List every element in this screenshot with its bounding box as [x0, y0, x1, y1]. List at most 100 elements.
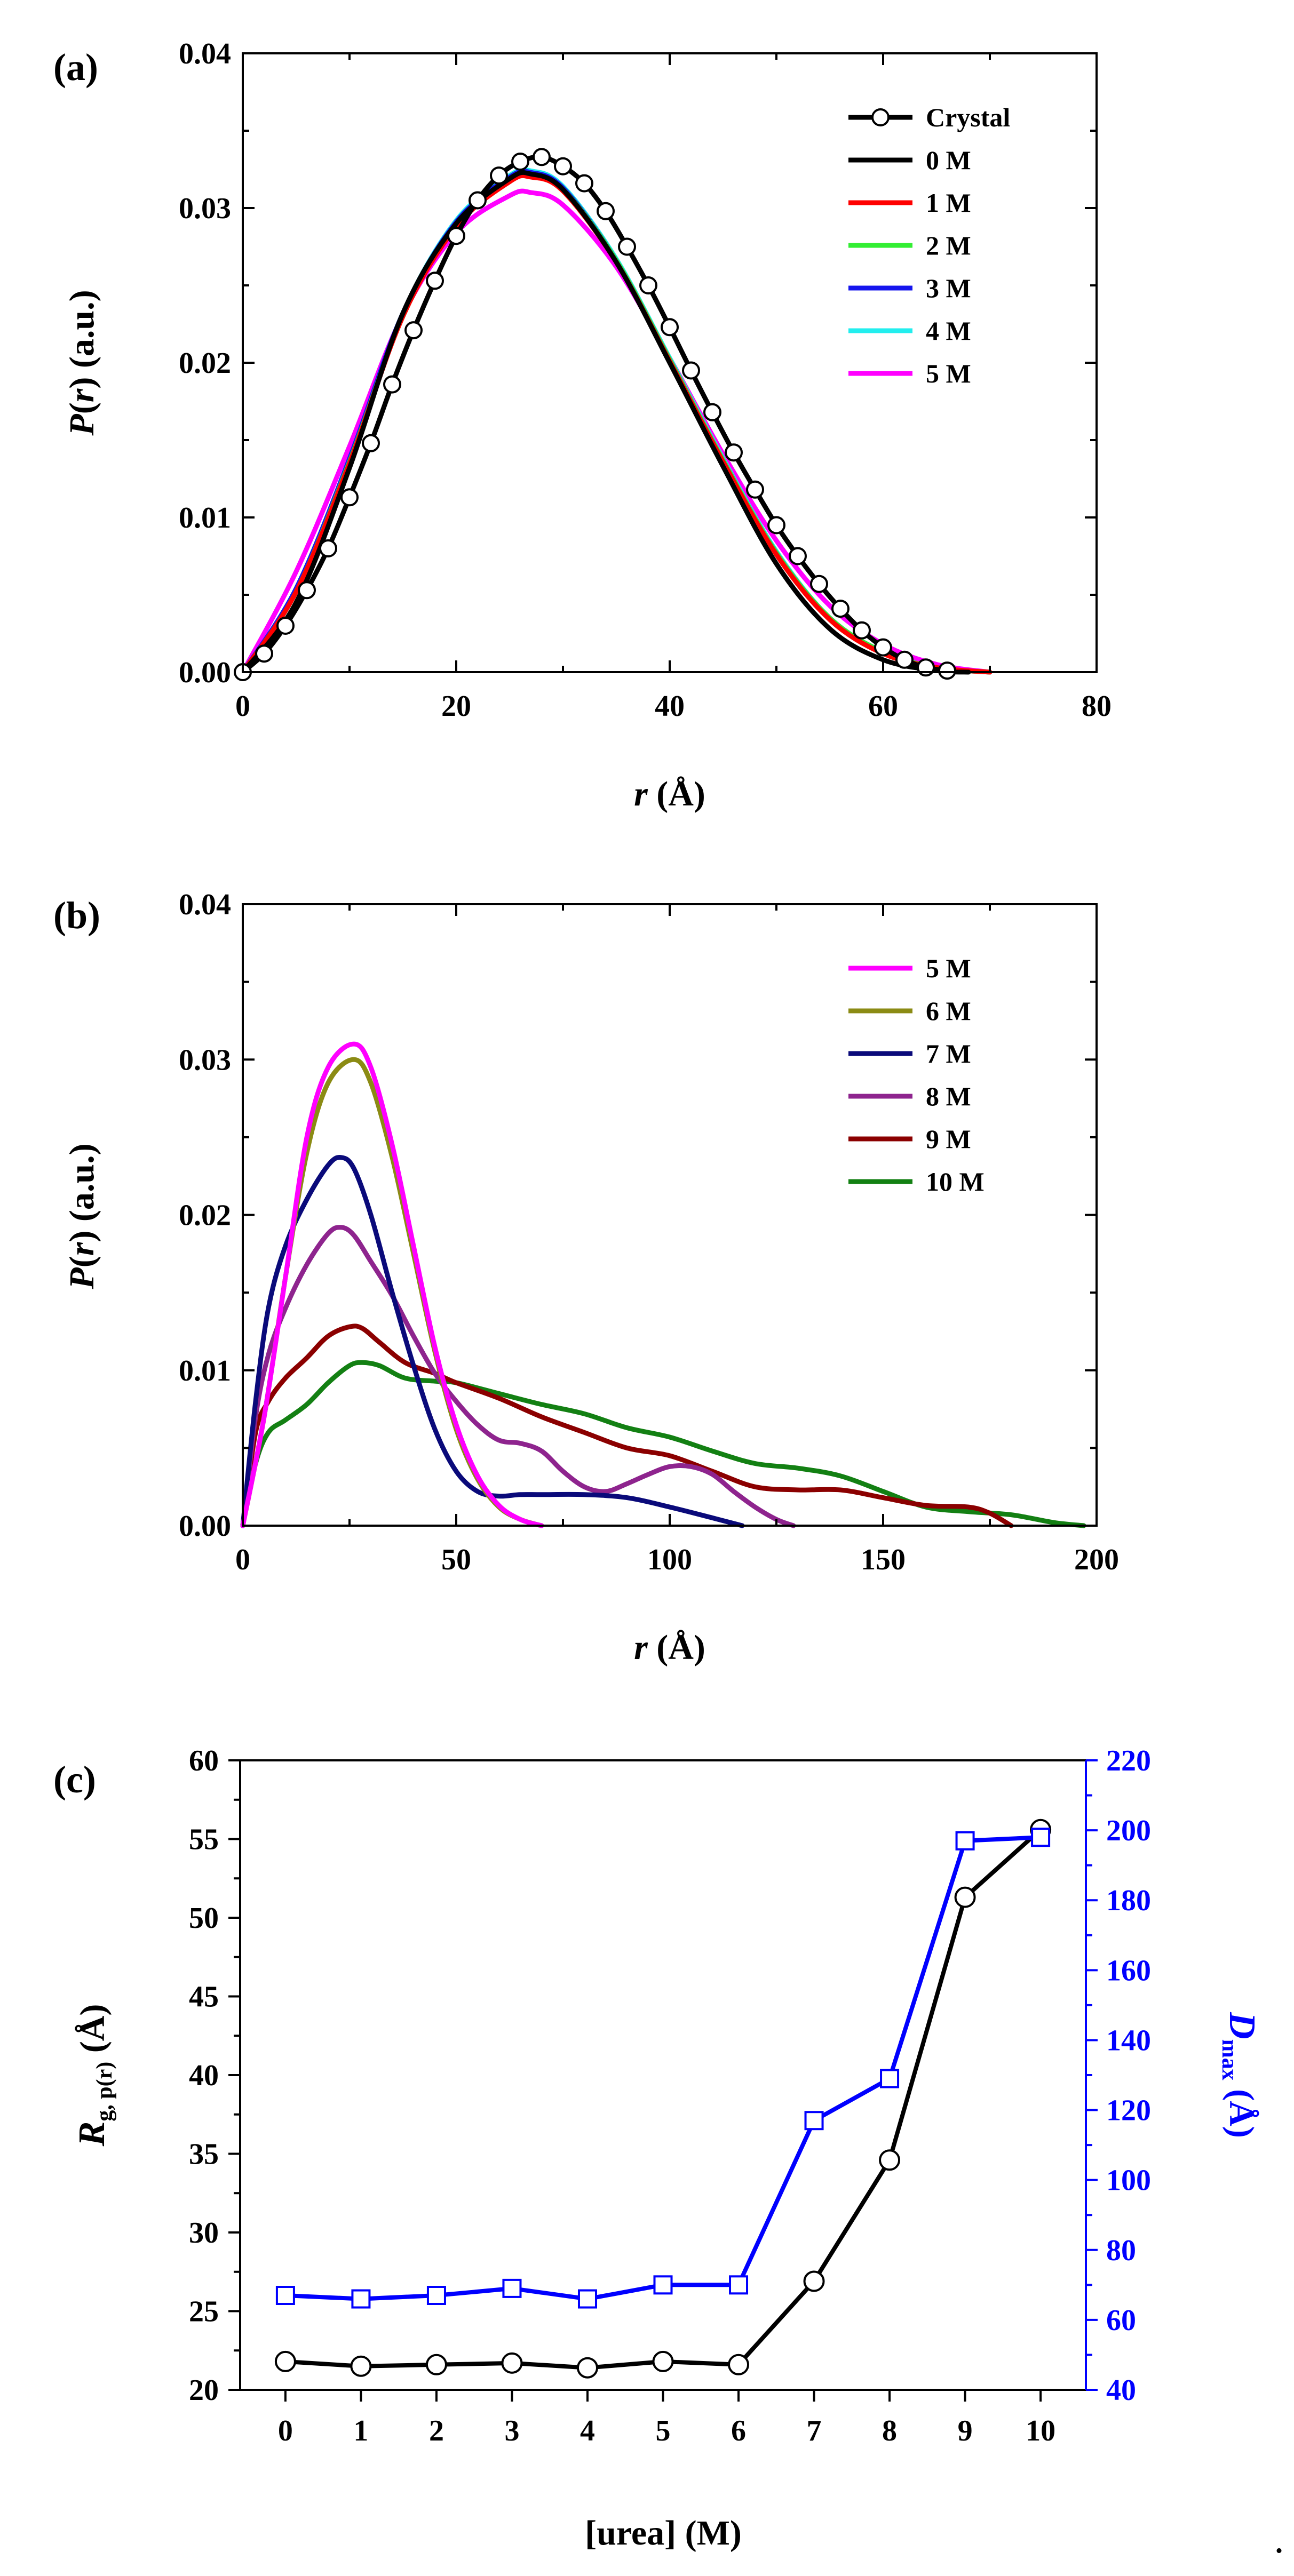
panel-c-series-dmax-point — [880, 2069, 900, 2088]
panel-a-series-crystal-point — [874, 638, 892, 657]
panel-c-series-dmax-point — [502, 2278, 522, 2298]
panel-c-series-rg-p-r-point — [879, 2149, 901, 2171]
panel-a-series-1-m-line — [240, 173, 993, 675]
panel-a-series-0-m-line — [240, 170, 971, 675]
panel-c-series-dmax-point — [275, 2286, 295, 2305]
panel-a-series-crystal-point — [554, 157, 572, 176]
panel-c-series-rg-p-r-point — [274, 2350, 296, 2372]
panel-a-legend-label-crystal: Crystal — [926, 102, 1010, 132]
panel-a-legend-label-5-m: 5 M — [926, 358, 971, 388]
panel-c-series-dmax-point — [653, 2275, 673, 2295]
panel-b-series-9-m-line — [240, 1323, 1014, 1528]
panel-c-left-y-tick-label: 60 — [189, 1744, 219, 1777]
panel-b-legend-label-6-m: 6 M — [926, 996, 971, 1026]
panel-b-series-7-m-line — [240, 1155, 745, 1528]
panel-a-legend: Crystal 0 M 1 M 2 M 3 M 4 M 5 M — [848, 102, 1010, 388]
panel-b-legend: 5 M 6 M 7 M 8 M 9 M 10 M — [848, 953, 985, 1197]
panel-c-series-dmax-point — [1031, 1828, 1051, 1847]
panel-b-y-axis-title: P(r) (a.u.) — [62, 1143, 101, 1289]
panel-c-series-rg-p-r-point — [652, 2350, 674, 2372]
panel-a-series-crystal-point — [511, 153, 529, 171]
panel-b-y-tick-label: 0.01 — [179, 1354, 231, 1387]
panel-a-label: (a) — [53, 46, 98, 89]
panel-a-series-crystal-point — [469, 191, 487, 210]
panel-c-right-y-tick-label: 160 — [1106, 1954, 1151, 1987]
panel-b-chart: (b) 0 50 100 150 200 0.00 0.01 0.02 0.03 0.04 r (… — [53, 888, 1119, 1667]
panel-a-series-crystal-point — [383, 375, 401, 394]
panel-a-series-crystal-point — [597, 202, 615, 220]
panel-c-series-dmax-line — [285, 1835, 1041, 2301]
panel-c-chart: (c) 0 1 2 3 4 5 6 7 8 9 10202530354045505560406080… — [53, 1744, 1263, 2553]
panel-c-x-tick-label: 2 — [429, 2414, 444, 2447]
panel-a-y-tick-label: 0.03 — [179, 192, 231, 225]
panel-a-series-crystal-point — [340, 488, 359, 507]
panel-c-series-dmax-point — [729, 2275, 749, 2295]
panel-b-series-10-m-line — [240, 1360, 1086, 1528]
panel-c-left-y-tick-label: 20 — [189, 2374, 219, 2407]
panel-a-legend-label-4-m: 4 M — [926, 316, 971, 346]
panel-a-y-tick-label: 0.04 — [179, 37, 231, 70]
panel-c-series-rg-p-r-point — [728, 2354, 750, 2375]
panel-a-legend-marker-crystal — [871, 108, 890, 126]
panel-a-series-crystal-point — [853, 621, 871, 640]
panel-a-x-tick-label: 60 — [868, 690, 898, 723]
panel-a-series-crystal-point — [789, 547, 807, 565]
panel-c-x-axis-title: [urea] (M) — [585, 2514, 742, 2553]
panel-a-series-crystal-point — [298, 581, 316, 600]
panel-a-series-crystal-point — [682, 361, 700, 380]
panel-c-x-tick-label: 8 — [882, 2414, 897, 2447]
panel-c-x-tick-label: 7 — [807, 2414, 822, 2447]
panel-a-legend-label-3-m: 3 M — [926, 273, 971, 303]
panel-b-series-8-m-line — [240, 1225, 796, 1528]
panel-b-y-tick-label: 0.04 — [179, 888, 231, 921]
panel-b-legend-label-7-m: 7 M — [926, 1039, 971, 1068]
panel-c-x-tick-label: 6 — [731, 2414, 746, 2447]
panel-a-series-crystal-point — [639, 276, 657, 294]
panel-c-x-tick-label: 5 — [656, 2414, 671, 2447]
panel-a-y-axis-title: P(r) (a.u.) — [62, 290, 101, 436]
panel-c-series-rg-p-r-point — [954, 1886, 976, 1908]
panel-c-series-rg-p-r-point — [576, 2357, 598, 2379]
panel-c-series-rg-p-r-point — [350, 2355, 372, 2377]
panel-a-y-tick-label: 0.02 — [179, 347, 231, 380]
panel-a-series-crystal-point — [831, 600, 850, 618]
panel-a-series-2-m-line — [240, 171, 993, 675]
panel-a-series-crystal-point — [447, 227, 465, 245]
panel-c-x-tick-label: 4 — [580, 2414, 595, 2447]
panel-c-left-y-tick-label: 45 — [189, 1981, 219, 2014]
panel-a-series-crystal-point — [319, 539, 337, 557]
panel-c-right-axis-title: Dmax (Å) — [1217, 2012, 1263, 2138]
panel-a-series-crystal-point — [255, 644, 273, 663]
panel-a-x-tick-label: 40 — [655, 690, 685, 723]
panel-a-legend-label-0-m: 0 M — [926, 145, 971, 175]
panel-b-y-tick-label: 0.02 — [179, 1199, 231, 1232]
panel-b-legend-label-9-m: 9 M — [926, 1124, 971, 1154]
panel-a-series-crystal-point — [404, 321, 423, 340]
panel-a-series-crystal-point — [725, 443, 743, 462]
panel-c-right-y-tick-label: 60 — [1106, 2304, 1136, 2337]
panel-c-left-y-tick-label: 35 — [189, 2138, 219, 2171]
panel-c-left-y-tick-label: 25 — [189, 2295, 219, 2328]
panel-c-x-tick-label: 0 — [278, 2414, 293, 2447]
panel-a-series-crystal-point — [533, 148, 551, 166]
panel-a-legend-label-1-m: 1 M — [926, 188, 971, 218]
panel-c-right-y-tick-label: 200 — [1106, 1814, 1151, 1847]
panel-a-x-tick-label: 20 — [441, 690, 471, 723]
panel-c-series-dmax-point — [426, 2286, 446, 2305]
panel-c-x-tick-label: 10 — [1026, 2414, 1055, 2447]
panel-c-series-rg-p-r-point — [803, 2270, 825, 2292]
panel-c-right-y-tick-label: 120 — [1106, 2094, 1151, 2127]
panel-c-left-axis-title: Rg, p(r) (Å) — [72, 2004, 117, 2147]
panel-b-label: (b) — [53, 894, 100, 937]
panel-c-series-dmax-point — [351, 2289, 371, 2309]
panel-c-x-tick-label: 9 — [958, 2414, 973, 2447]
panel-c-right-y-tick-label: 140 — [1106, 2024, 1151, 2057]
panel-b-x-tick-label: 150 — [861, 1543, 906, 1576]
panel-c-series-rg-p-r-point — [425, 2354, 447, 2375]
panel-c-series-dmax-point — [804, 2111, 824, 2131]
panel-b-x-tick-label: 50 — [441, 1543, 471, 1576]
panel-c-series-dmax-point — [577, 2289, 597, 2309]
panel-a-series-crystal-point — [661, 318, 679, 337]
panel-c-right-y-tick-label: 220 — [1106, 1744, 1151, 1777]
